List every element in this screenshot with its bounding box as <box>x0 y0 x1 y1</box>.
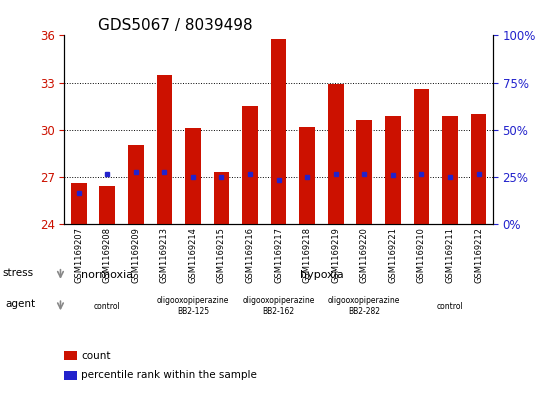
Bar <box>185 128 201 224</box>
FancyBboxPatch shape <box>64 351 77 360</box>
Bar <box>328 84 344 224</box>
FancyBboxPatch shape <box>64 371 77 380</box>
Bar <box>242 106 258 224</box>
Bar <box>385 116 401 224</box>
Text: agent: agent <box>6 299 36 309</box>
Text: hypoxia: hypoxia <box>300 270 343 280</box>
Bar <box>442 116 458 224</box>
Bar <box>299 127 315 224</box>
Text: stress: stress <box>3 268 34 278</box>
Bar <box>413 89 430 224</box>
Text: percentile rank within the sample: percentile rank within the sample <box>81 370 257 380</box>
Bar <box>99 186 115 224</box>
Text: count: count <box>81 351 111 361</box>
Text: normoxia: normoxia <box>81 270 133 280</box>
Text: control: control <box>94 302 120 310</box>
Bar <box>356 120 372 224</box>
Bar <box>128 145 144 224</box>
Bar <box>470 114 487 224</box>
Bar <box>71 183 87 224</box>
Text: oligooxopiperazine
BB2-125: oligooxopiperazine BB2-125 <box>157 296 229 316</box>
Text: oligooxopiperazine
BB2-162: oligooxopiperazine BB2-162 <box>242 296 315 316</box>
Bar <box>270 39 287 224</box>
Text: control: control <box>437 302 463 310</box>
Text: GDS5067 / 8039498: GDS5067 / 8039498 <box>98 18 253 33</box>
Bar <box>156 75 172 224</box>
Text: oligooxopiperazine
BB2-282: oligooxopiperazine BB2-282 <box>328 296 400 316</box>
Bar <box>213 172 230 224</box>
